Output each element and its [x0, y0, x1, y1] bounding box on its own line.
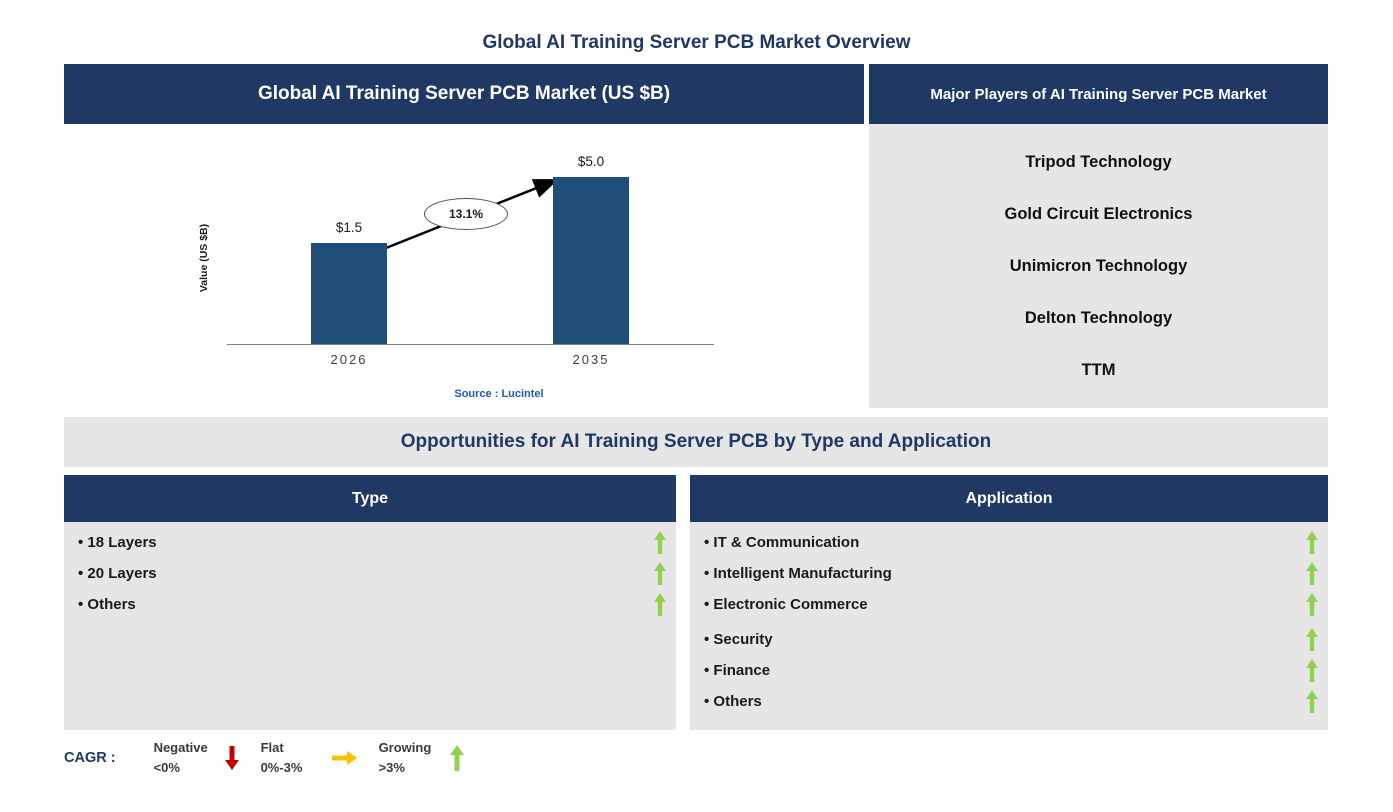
type-item: 20 Layers — [78, 558, 666, 589]
player-item: TTM — [1081, 360, 1116, 379]
growing-up-arrow-icon — [654, 593, 666, 616]
player-item: Unimicron Technology — [1009, 256, 1188, 275]
growing-up-arrow-icon — [1306, 593, 1318, 616]
source-note: Source : Lucintel — [454, 388, 544, 400]
application-panel: Application IT & Communication Intellige… — [690, 475, 1328, 730]
player-item: Tripod Technology — [1025, 152, 1172, 171]
growing-up-arrow-icon — [1306, 659, 1318, 682]
legend-range: 0%-3% — [260, 759, 303, 775]
cagr-legend: CAGR : Negative <0% Flat 0%-3% Growing >… — [64, 738, 486, 777]
legend-range: <0% — [153, 759, 180, 775]
bar-2035 — [553, 177, 629, 345]
type-panel-header: Type — [64, 475, 676, 522]
cagr-annotation: 13.1% — [424, 198, 508, 230]
legend-text-negative: Negative <0% — [154, 738, 216, 777]
legend-item-flat: Flat 0%-3% — [261, 738, 357, 777]
bar-value-label-2026: $1.5 — [335, 220, 363, 235]
growing-up-arrow-icon — [1306, 562, 1318, 585]
chart-panel-header: Global AI Training Server PCB Market (US… — [64, 64, 864, 124]
flat-right-arrow-icon — [331, 750, 357, 765]
application-item: Intelligent Manufacturing — [704, 558, 1318, 589]
market-chart-panel: Global AI Training Server PCB Market (US… — [64, 64, 864, 410]
negative-down-arrow-icon — [224, 745, 239, 770]
application-item-label: Others — [704, 693, 761, 710]
application-item: Electronic Commerce — [704, 589, 1318, 620]
legend-item-growing: Growing >3% — [379, 738, 464, 777]
players-list: Tripod Technology Gold Circuit Electroni… — [869, 124, 1328, 408]
growing-up-arrow-icon — [1306, 531, 1318, 554]
application-list: IT & Communication Intelligent Manufactu… — [690, 522, 1328, 730]
application-item: Others — [704, 686, 1318, 717]
legend-text-flat: Flat 0%-3% — [261, 738, 323, 777]
type-list: 18 Layers 20 Layers Others — [64, 522, 676, 730]
application-item-label: Finance — [704, 662, 770, 679]
application-item-label: IT & Communication — [704, 534, 859, 551]
opportunities-title: Opportunities for AI Training Server PCB… — [64, 417, 1328, 467]
legend-name: Flat — [260, 740, 284, 755]
application-item: IT & Communication — [704, 527, 1318, 558]
application-item: Security — [704, 624, 1318, 655]
growing-up-arrow-icon — [1306, 690, 1318, 713]
bar-2026 — [311, 243, 387, 345]
x-tick-2035: 2035 — [572, 352, 610, 367]
type-item-label: 20 Layers — [78, 565, 156, 582]
player-item: Delton Technology — [1024, 308, 1173, 327]
legend-item-negative: Negative <0% — [154, 738, 239, 777]
major-players-panel: Major Players of AI Training Server PCB … — [869, 64, 1328, 408]
cagr-legend-label: CAGR : — [64, 749, 116, 766]
type-item: Others — [78, 589, 666, 620]
legend-range: >3% — [378, 759, 405, 775]
growing-up-arrow-icon — [654, 531, 666, 554]
page-title: Global AI Training Server PCB Market Ove… — [482, 32, 911, 53]
growing-up-arrow-icon — [449, 744, 464, 771]
application-item: Finance — [704, 655, 1318, 686]
type-item: 18 Layers — [78, 527, 666, 558]
application-panel-header: Application — [690, 475, 1328, 522]
bar-chart: Value (US $B) $1.5 $5.0 13.1% 2026 2035 … — [64, 124, 864, 410]
legend-name: Growing — [378, 740, 432, 755]
application-item-label: Intelligent Manufacturing — [704, 565, 891, 582]
player-item: Gold Circuit Electronics — [1004, 204, 1193, 223]
type-panel: Type 18 Layers 20 Layers Others — [64, 475, 676, 730]
bar-value-label-2035: $5.0 — [577, 154, 605, 169]
players-panel-header: Major Players of AI Training Server PCB … — [869, 64, 1328, 124]
growth-trend-arrow — [385, 179, 559, 250]
type-item-label: 18 Layers — [78, 534, 156, 551]
legend-text-growing: Growing >3% — [379, 738, 441, 777]
application-item-label: Security — [704, 631, 772, 648]
x-tick-2026: 2026 — [330, 352, 368, 367]
legend-name: Negative — [153, 740, 208, 755]
x-axis — [227, 344, 714, 345]
growing-up-arrow-icon — [1306, 628, 1318, 651]
type-item-label: Others — [78, 596, 135, 613]
growing-up-arrow-icon — [654, 562, 666, 585]
application-item-label: Electronic Commerce — [704, 596, 867, 613]
